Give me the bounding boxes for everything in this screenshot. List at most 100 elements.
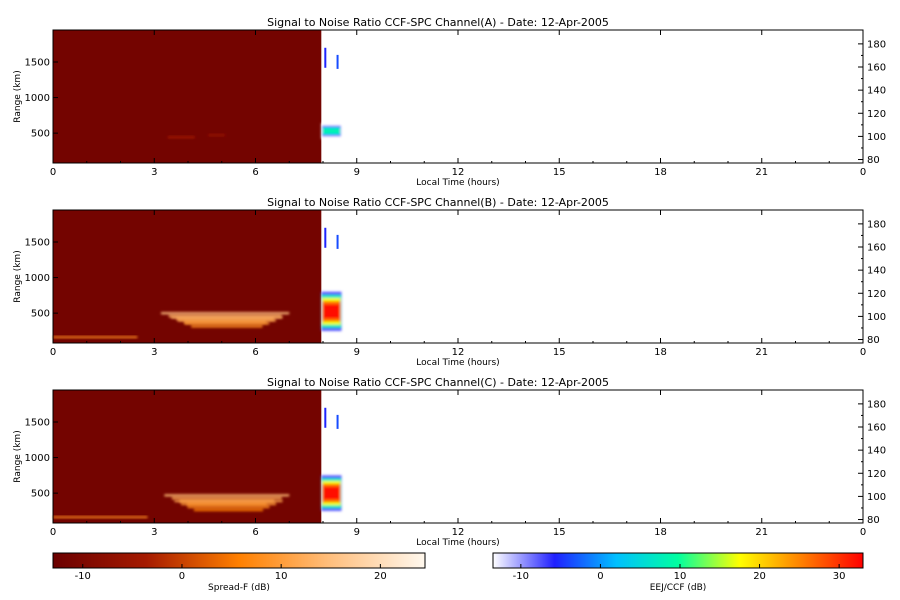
y-tick-label: 1000 bbox=[25, 273, 50, 284]
spread-f-feature bbox=[171, 316, 283, 328]
spread-f-band bbox=[184, 322, 270, 325]
y-tick-label: 1500 bbox=[25, 238, 50, 249]
colorbar-spread-f: -10 0 10 20 Spread-F (dB) bbox=[52, 552, 426, 593]
y-axis-label: Range (km) bbox=[13, 430, 23, 482]
spread-f-band bbox=[187, 505, 270, 509]
colorbar-tick-label: -10 bbox=[75, 571, 91, 582]
y2-tick-label: 140 bbox=[867, 446, 886, 457]
spread-f-band bbox=[161, 312, 290, 315]
colorbar-tick-label: 10 bbox=[674, 571, 687, 582]
spread-f-feature bbox=[174, 499, 283, 512]
y2-tick-label: 120 bbox=[867, 469, 886, 480]
x-tick-label: 15 bbox=[553, 347, 566, 358]
eej-layer bbox=[322, 486, 340, 500]
y-axis-label: Range (km) bbox=[13, 250, 23, 302]
x-tick-label: 21 bbox=[755, 347, 768, 358]
x-tick-label: 0 bbox=[860, 527, 866, 538]
colorbar-gradient bbox=[52, 552, 426, 569]
x-tick-label: 9 bbox=[354, 527, 360, 538]
y2-tick-label: 100 bbox=[867, 312, 886, 323]
y2-tick-label: 120 bbox=[867, 109, 886, 120]
colorbar-eej-ccf: -10 0 10 20 30 EEJ/CCF (dB) bbox=[492, 552, 864, 593]
y-tick-label: 1500 bbox=[25, 58, 50, 69]
x-tick-label: 15 bbox=[553, 527, 566, 538]
y2-tick-label: 100 bbox=[867, 492, 886, 503]
spread-f-feature bbox=[161, 312, 290, 324]
x-tick-label: 12 bbox=[452, 347, 465, 358]
x-tick-label: 9 bbox=[354, 347, 360, 358]
x-tick-label: 12 bbox=[452, 527, 465, 538]
x-axis-label: Local Time (hours) bbox=[416, 358, 499, 368]
x-tick-label: 0 bbox=[50, 167, 56, 178]
colorbar-tick-label: 20 bbox=[753, 571, 766, 582]
y-tick-label: 500 bbox=[31, 489, 50, 500]
y2-tick-label: 80 bbox=[867, 155, 880, 166]
x-tick-label: 3 bbox=[151, 527, 157, 538]
spread-f-band bbox=[177, 319, 276, 322]
y2-tick-label: 160 bbox=[867, 63, 886, 74]
x-tick-label: 0 bbox=[50, 347, 56, 358]
spread-f-feature bbox=[167, 136, 195, 139]
colorbar-tick-label: 0 bbox=[179, 571, 185, 582]
panel-a: Signal to Noise Ratio CCF-SPC Channel(A)… bbox=[13, 16, 886, 188]
eej-column bbox=[321, 475, 342, 511]
spread-f-band bbox=[184, 321, 267, 324]
y-tick-label: 1000 bbox=[25, 93, 50, 104]
spread-f-band bbox=[193, 508, 264, 512]
eej-speckle bbox=[336, 54, 339, 69]
x-tick-label: 21 bbox=[755, 167, 768, 178]
x-tick-label: 12 bbox=[452, 167, 465, 178]
colorbar-label: EEJ/CCF (dB) bbox=[650, 583, 707, 593]
panel-b: Signal to Noise Ratio CCF-SPC Channel(B)… bbox=[13, 196, 886, 368]
colorbar-gradient bbox=[492, 552, 864, 569]
panel-title: Signal to Noise Ratio CCF-SPC Channel(A)… bbox=[267, 16, 609, 29]
x-tick-label: 3 bbox=[151, 167, 157, 178]
spread-f-band bbox=[208, 134, 226, 137]
spread-f-band bbox=[174, 499, 283, 503]
spread-f-band bbox=[53, 336, 138, 339]
x-axis-label: Local Time (hours) bbox=[416, 538, 499, 548]
spread-f-band bbox=[53, 516, 148, 519]
y-tick-label: 1000 bbox=[25, 453, 50, 464]
eej-layer bbox=[322, 304, 340, 319]
x-tick-label: 0 bbox=[860, 167, 866, 178]
spread-f-band bbox=[191, 325, 263, 328]
y-tick-label: 500 bbox=[31, 309, 50, 320]
spread-f-band bbox=[167, 136, 195, 139]
colorbar-tick-label: -10 bbox=[513, 571, 529, 582]
spread-f-feature bbox=[53, 516, 148, 519]
spread-f-field bbox=[53, 30, 322, 163]
spread-f-band bbox=[171, 497, 282, 500]
y2-tick-label: 160 bbox=[867, 243, 886, 254]
x-axis-label: Local Time (hours) bbox=[416, 178, 499, 188]
spread-f-band bbox=[164, 494, 290, 497]
panels-layer: Signal to Noise Ratio CCF-SPC Channel(A)… bbox=[13, 16, 886, 548]
colorbar-tick-label: 20 bbox=[374, 571, 387, 582]
eej-column bbox=[321, 123, 342, 139]
spread-f-feature bbox=[53, 336, 138, 339]
x-tick-label: 9 bbox=[354, 167, 360, 178]
x-tick-label: 18 bbox=[654, 527, 667, 538]
y2-tick-label: 140 bbox=[867, 266, 886, 277]
spread-f-band bbox=[168, 315, 282, 318]
x-tick-label: 0 bbox=[50, 527, 56, 538]
x-tick-label: 6 bbox=[252, 167, 258, 178]
colorbar-tick-label: 0 bbox=[597, 571, 603, 582]
eej-speckle bbox=[336, 234, 339, 249]
y2-tick-label: 160 bbox=[867, 423, 886, 434]
x-tick-label: 6 bbox=[252, 527, 258, 538]
x-tick-label: 18 bbox=[654, 167, 667, 178]
colorbar-layer: -10 0 10 20 Spread-F (dB) -10 0 10 20 30 EEJ/CCF (… bbox=[52, 552, 864, 593]
eej-column bbox=[321, 291, 342, 331]
y-axis-label: Range (km) bbox=[13, 70, 23, 122]
eej-layer bbox=[322, 128, 340, 134]
x-tick-label: 3 bbox=[151, 347, 157, 358]
panel-title: Signal to Noise Ratio CCF-SPC Channel(C)… bbox=[267, 376, 609, 389]
eej-speckle bbox=[324, 407, 327, 428]
x-tick-label: 0 bbox=[860, 347, 866, 358]
y-tick-label: 500 bbox=[31, 129, 50, 140]
y2-tick-label: 120 bbox=[867, 289, 886, 300]
panel-c: Signal to Noise Ratio CCF-SPC Channel(C)… bbox=[13, 376, 886, 548]
x-tick-label: 18 bbox=[654, 347, 667, 358]
